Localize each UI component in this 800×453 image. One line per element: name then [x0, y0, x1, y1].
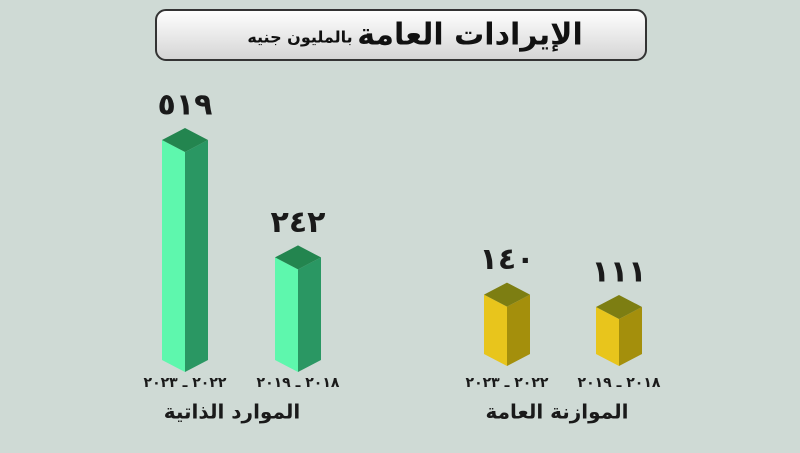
group-label: الموازنة العامة: [486, 400, 629, 424]
bar-front: [596, 306, 619, 366]
bar-side: [507, 294, 530, 366]
bar-side: [298, 257, 321, 372]
category-label: ٢٠١٨ ـ ٢٠١٩: [578, 375, 661, 391]
bar-front: [484, 294, 507, 366]
title-box: [155, 9, 647, 61]
bar-top: [275, 245, 321, 270]
value-label: ٥١٩: [158, 88, 213, 123]
bar-side: [185, 140, 208, 372]
category-label: ٢٠٢٢ ـ ٢٠٢٣: [466, 375, 549, 391]
chart-title: الإيرادات العامة: [357, 18, 583, 53]
group-label: الموارد الذاتية: [164, 400, 300, 424]
value-label: ٢٤٢: [271, 205, 326, 240]
value-label: ١١١: [592, 254, 647, 289]
category-label: ٢٠٢٢ ـ ٢٠٢٣: [144, 375, 227, 391]
bar-top: [596, 294, 642, 319]
category-label: ٢٠١٨ ـ ٢٠١٩: [257, 375, 340, 391]
bar-top: [162, 128, 208, 152]
bar-side: [619, 306, 642, 366]
bar-front: [162, 140, 185, 372]
bar-front: [275, 257, 298, 372]
bar-top: [484, 282, 530, 307]
value-label: ١٤٠: [480, 242, 535, 277]
chart-subtitle: بالمليون جنيه: [247, 28, 352, 47]
